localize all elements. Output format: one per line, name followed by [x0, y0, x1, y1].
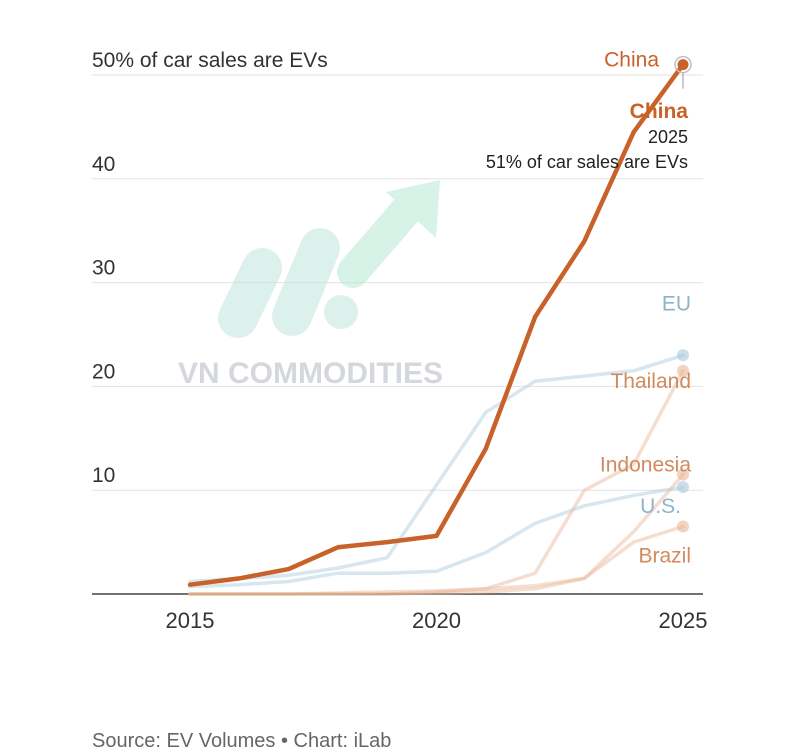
series-line-china — [187, 62, 686, 587]
series-line-eu — [188, 353, 685, 584]
series-label-thailand: Thailand — [610, 370, 691, 393]
china-2025-annotation: China 2025 51% of car sales are EVs — [486, 72, 689, 172]
series-label-u-s: U.S. — [640, 495, 681, 518]
watermark-logo — [218, 180, 440, 338]
gridlines — [92, 74, 703, 491]
series-label-brazil: Brazil — [638, 545, 691, 568]
china-endpoint-dot — [677, 59, 689, 71]
y-tick-label-20: 20 — [92, 360, 115, 383]
watermark-text: VN COMMODITIES — [178, 357, 443, 390]
series-endpoint-u-s — [677, 481, 689, 494]
series-endpoint-indonesia — [677, 468, 689, 481]
series-lines — [187, 55, 692, 596]
series-label-eu: EU — [662, 292, 691, 315]
y-tick-label-10: 10 — [92, 464, 115, 487]
source-caption: Source: EV Volumes • Chart: iLab — [92, 730, 392, 752]
y-tick-label-40: 40 — [92, 153, 115, 176]
series-label-indonesia: Indonesia — [600, 453, 691, 476]
y-tick-label-50: 50% of car sales are EVs — [92, 49, 328, 72]
series-endpoint-thailand — [677, 364, 689, 377]
series-line-thailand — [188, 369, 685, 596]
annotation-year: 2025 — [648, 127, 688, 147]
y-axis-ticks: 10 20 30 40 50% of car sales are EVs — [92, 49, 328, 487]
annotation-title: China — [630, 100, 689, 123]
series-line-u-s — [188, 485, 685, 589]
series-label-china: China — [604, 48, 659, 71]
series-endpoint-brazil — [677, 520, 689, 533]
series-endpoint-eu — [677, 349, 689, 362]
series-line-indonesia — [188, 472, 685, 596]
x-tick-label-2025: 2025 — [659, 608, 708, 633]
series-line-brazil — [188, 524, 685, 596]
y-tick-label-30: 30 — [92, 257, 115, 280]
x-axis-ticks: 2015 2020 2025 — [166, 608, 708, 633]
series-labels: EU U.S. Thailand Indonesia Brazil China — [600, 48, 691, 567]
x-tick-label-2020: 2020 — [412, 608, 461, 633]
x-tick-label-2015: 2015 — [166, 608, 215, 633]
annotation-text: 51% of car sales are EVs — [486, 152, 688, 172]
